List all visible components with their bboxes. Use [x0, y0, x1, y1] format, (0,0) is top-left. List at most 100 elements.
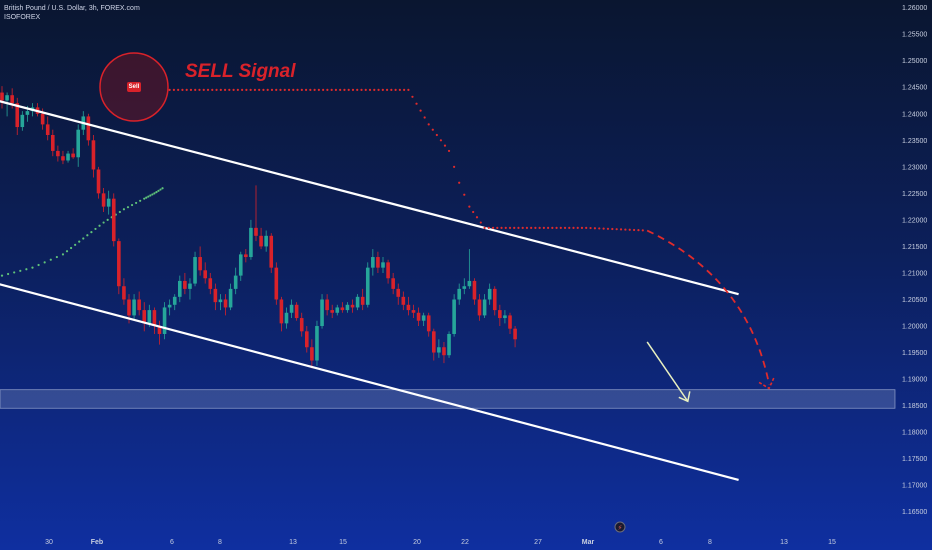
sma-point — [159, 188, 162, 191]
sma-point — [13, 271, 16, 274]
candle — [355, 294, 360, 311]
stop-point — [232, 88, 235, 91]
candle — [157, 320, 162, 345]
candle-body — [447, 333, 451, 356]
candle-body — [482, 299, 487, 316]
candle — [213, 283, 218, 311]
candle — [249, 219, 253, 260]
stop-point — [223, 88, 227, 91]
x-tick-label: 6 — [659, 539, 663, 546]
sma-point — [147, 195, 150, 198]
sma-point — [65, 250, 69, 253]
x-tick-label: 27 — [534, 539, 542, 546]
target-arrow-shaft — [646, 341, 689, 402]
stop-point — [496, 226, 499, 229]
stop-point — [206, 88, 210, 91]
candle-body — [289, 304, 294, 313]
stop-point — [249, 88, 252, 91]
candle — [513, 326, 517, 348]
stop-point — [279, 88, 282, 91]
stop-point — [521, 226, 524, 229]
candle-body — [233, 275, 238, 289]
candle — [76, 124, 80, 167]
y-tick-label: 1.19000 — [902, 377, 927, 384]
stop-point — [606, 227, 610, 230]
stop-point — [513, 226, 516, 229]
candle-body — [320, 299, 324, 327]
stop-point — [632, 228, 636, 232]
candle — [345, 302, 350, 313]
candle-body — [381, 262, 385, 268]
y-tick-label: 1.21000 — [902, 270, 927, 277]
stop-point — [463, 193, 466, 196]
candle — [482, 294, 487, 319]
stop-point — [555, 226, 558, 229]
candle — [152, 307, 157, 334]
candle — [208, 272, 213, 295]
candle — [335, 304, 340, 316]
candle-body — [274, 267, 279, 300]
stop-point — [381, 88, 384, 91]
y-tick-label: 1.24500 — [902, 85, 927, 92]
stop-point — [547, 226, 550, 229]
sma-point — [69, 246, 73, 250]
stop-point — [534, 226, 537, 229]
candle-body — [10, 95, 14, 104]
candle — [452, 294, 456, 337]
candle-body — [178, 280, 182, 297]
stop-point — [185, 88, 188, 91]
sma-point — [155, 190, 158, 194]
candle — [330, 304, 334, 319]
stop-point — [368, 88, 372, 91]
candle-body — [244, 254, 248, 258]
candle — [132, 294, 136, 321]
x-tick-label: 8 — [218, 539, 222, 546]
candle-body — [96, 169, 101, 194]
sell-signal-title: SELL Signal — [185, 61, 296, 82]
projection-curve — [646, 229, 775, 390]
candle-body — [279, 299, 284, 324]
candle — [294, 302, 299, 321]
stop-point — [356, 88, 359, 91]
candles — [0, 86, 517, 369]
stop-point — [377, 88, 380, 91]
candle-body — [487, 288, 492, 300]
stop-point — [283, 88, 286, 91]
candle-body — [371, 257, 375, 268]
candle — [421, 312, 426, 327]
stop-point — [275, 88, 278, 91]
stop-point — [339, 88, 342, 91]
sma-point — [90, 231, 93, 234]
x-tick-label: 13 — [289, 539, 297, 546]
sma-point — [106, 218, 109, 221]
candle-body — [467, 280, 472, 287]
stop-point — [322, 88, 325, 91]
stop-point — [619, 228, 623, 231]
candle — [254, 185, 258, 242]
candle-body — [208, 278, 213, 289]
stop-point — [551, 226, 554, 229]
sma-point — [161, 187, 164, 190]
event-flash-icon[interactable] — [614, 521, 626, 533]
candle — [56, 145, 60, 162]
candle — [325, 294, 329, 316]
y-tick-label: 1.16500 — [902, 509, 927, 516]
candle-body — [492, 288, 497, 311]
stop-point — [508, 226, 512, 229]
sma-point — [37, 263, 40, 267]
stop-point — [258, 88, 261, 91]
stop-point — [181, 88, 184, 91]
candle — [437, 339, 441, 358]
stop-point — [504, 226, 507, 229]
sma-point — [61, 253, 65, 256]
stop-point — [330, 88, 333, 91]
stop-point — [641, 229, 644, 232]
sma-point — [139, 199, 142, 202]
candle-body — [426, 315, 431, 332]
candle-body — [132, 299, 136, 316]
candle — [411, 304, 416, 319]
candle — [183, 272, 187, 295]
candle-body — [147, 310, 152, 324]
y-tick-label: 1.25000 — [902, 58, 927, 65]
